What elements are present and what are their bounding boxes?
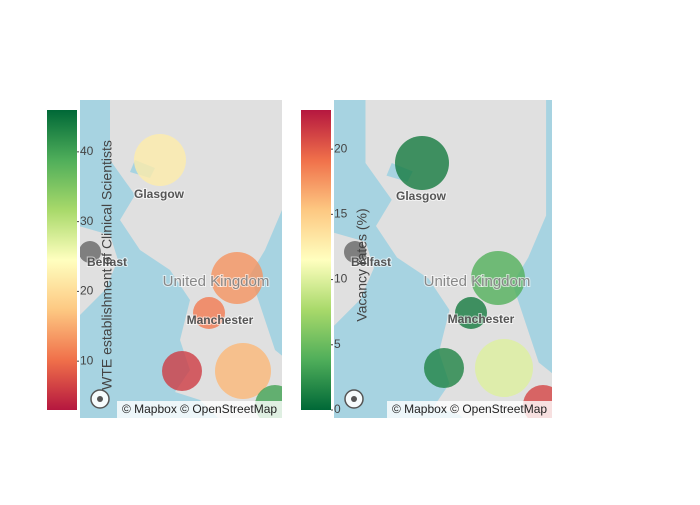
bubble [211, 252, 263, 304]
colorbar [301, 110, 331, 410]
attribution-bg [117, 401, 282, 418]
bubble [215, 343, 271, 399]
place-label: United Kingdom [424, 273, 531, 290]
colorbar-title: WTE establishment of Clinical Scientists [99, 140, 115, 390]
map-panel: Glasgow Belfast United Kingdom Manchester © … [301, 100, 552, 418]
place-label: Glasgow [396, 189, 447, 203]
mapbox-logo-dot [97, 396, 103, 402]
attribution: © Mapbox © OpenStreetMap [122, 402, 277, 416]
attribution-bg [387, 401, 552, 418]
place-label: Manchester [448, 312, 515, 326]
colorbar-title: Vacancy rates (%) [354, 208, 370, 321]
bubble [162, 351, 202, 391]
colorbar-tick-label: 0 [334, 402, 341, 416]
attribution: © Mapbox © OpenStreetMap [392, 402, 547, 416]
bubble [193, 297, 225, 329]
bubble [80, 241, 101, 263]
map-panel: Glasgow Belfast United Kingdom Manchester © … [47, 100, 282, 418]
map: Glasgow Belfast United Kingdom Manchester © … [80, 100, 282, 418]
colorbar-tick-label: 15 [334, 207, 348, 221]
bubble [455, 297, 487, 329]
bubble [134, 134, 186, 186]
colorbar-tick-label: 5 [334, 337, 341, 351]
colorbar [47, 110, 77, 410]
place-label: Manchester [187, 313, 254, 327]
colorbar-tick-label: 10 [334, 272, 348, 286]
place-label: United Kingdom [163, 273, 270, 290]
bubble [471, 251, 525, 305]
colorbar-tick-label: 40 [80, 144, 94, 158]
bubble [395, 136, 449, 190]
colorbar-tick-label: 30 [80, 214, 94, 228]
bubble [344, 241, 366, 263]
map: Glasgow Belfast United Kingdom Manchester © … [334, 100, 552, 418]
place-label: Glasgow [134, 187, 185, 201]
place-label: Belfast [87, 255, 127, 269]
mapbox-logo-dot [351, 396, 357, 402]
bubble [424, 348, 464, 388]
bubble [475, 339, 533, 397]
colorbar-tick-label: 20 [80, 284, 94, 298]
place-label: Belfast [351, 255, 391, 269]
colorbar-tick-label: 10 [80, 353, 94, 367]
colorbar-tick-label: 20 [334, 141, 348, 155]
